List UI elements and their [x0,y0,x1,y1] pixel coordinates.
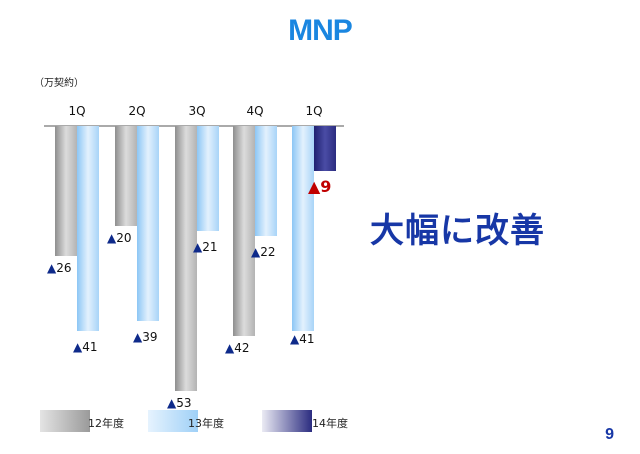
x-tick-label: 4Q [246,104,263,118]
bar-12-3 [233,126,255,336]
legend-swatch-12 [40,410,90,432]
bar-13-4 [292,126,314,331]
data-label-13-2: ▲21 [193,240,218,254]
legend-label-13: 13年度 [188,417,224,430]
data-label-12-0: ▲26 [47,261,72,275]
legend-label-12: 12年度 [88,417,124,430]
bar-12-2 [175,126,197,391]
bar-12-1 [115,126,137,226]
data-label-13-3: ▲22 [251,245,276,259]
bar-13-1 [137,126,159,321]
bar-14-4 [314,126,336,171]
page-title: MNP [288,14,353,47]
data-label-12-1: ▲20 [107,231,132,245]
bar-13-2 [197,126,219,231]
data-label-13-1: ▲39 [133,330,158,344]
data-label-13-0: ▲41 [73,340,98,354]
legend-label-14: 14年度 [312,417,348,430]
headline-text: 大幅に改善 [370,211,545,251]
x-tick-label: 3Q [188,104,205,118]
unit-label: （万契約） [34,78,84,89]
x-tick-label: 2Q [128,104,145,118]
page-number: 9 [605,426,614,443]
bar-13-3 [255,126,277,236]
bar-13-0 [77,126,99,331]
data-label-12-3: ▲42 [225,341,250,355]
x-tick-label: 1Q [305,104,322,118]
legend-swatch-14 [262,410,312,432]
data-label-14-4: ▲9 [308,177,331,196]
x-tick-label: 1Q [68,104,85,118]
data-label-12-2: ▲53 [167,396,192,410]
bar-12-0 [55,126,77,256]
legend-swatch-13 [148,410,198,432]
data-label-13-4: ▲41 [290,332,315,346]
